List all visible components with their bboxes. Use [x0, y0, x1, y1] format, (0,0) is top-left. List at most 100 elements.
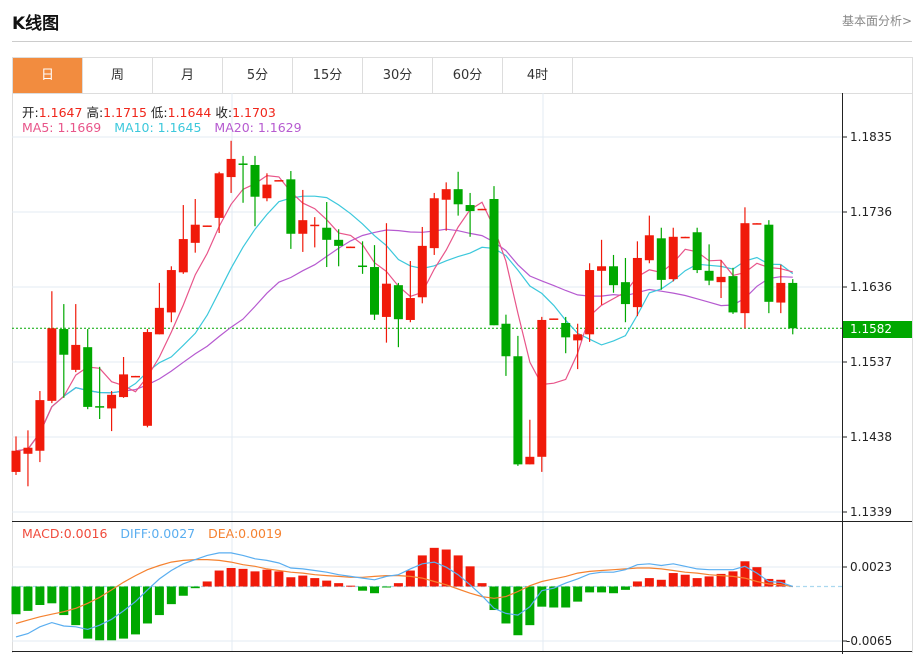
tab-5min[interactable]: 5分	[223, 58, 293, 93]
macd-bar	[119, 586, 129, 639]
macd-bar	[597, 586, 607, 593]
price-tick-label: 1.1537	[850, 355, 892, 369]
candle-up	[202, 225, 212, 227]
price-tick-label: 1.1736	[850, 205, 892, 219]
candle-down	[95, 406, 105, 408]
candle-up	[405, 298, 415, 320]
candle-down	[764, 224, 774, 302]
macd-tick-label: 0.0023	[850, 560, 892, 574]
macd-bar	[585, 586, 595, 593]
macd-bar	[226, 568, 236, 587]
ma-info: MA5: 1.1669 MA10: 1.1645 MA20: 1.1629	[22, 120, 302, 135]
macd-bar	[11, 586, 21, 615]
candle-up	[154, 307, 164, 335]
candle-up	[477, 208, 487, 211]
macd-bar	[131, 586, 140, 635]
ma5-label: MA5:	[22, 120, 54, 135]
page-title: K线图	[12, 14, 60, 34]
tab-4hour[interactable]: 4时	[503, 58, 573, 93]
macd-bar	[298, 575, 308, 587]
macd-bar	[178, 586, 188, 596]
macd-bar	[238, 568, 248, 587]
candle-up	[142, 332, 152, 426]
macd-bar	[334, 583, 344, 587]
candle-up	[274, 180, 284, 182]
candle-down	[286, 179, 296, 234]
tab-15min[interactable]: 15分	[293, 58, 363, 93]
candle-up	[190, 224, 200, 243]
candle-up	[298, 220, 308, 234]
candle-up	[346, 246, 356, 249]
candle-up	[131, 375, 140, 378]
macd-bar	[465, 566, 475, 587]
macd-bar	[644, 578, 654, 587]
macd-bar	[680, 574, 690, 587]
candle-up	[441, 189, 451, 200]
candle-down	[501, 323, 511, 357]
candle-up	[381, 283, 391, 317]
low-value: 1.1644	[167, 105, 212, 120]
fundamental-analysis-link[interactable]: 基本面分析>	[841, 14, 912, 28]
macd-bar	[166, 586, 176, 605]
candle-up	[776, 282, 786, 303]
candle-up	[71, 344, 81, 370]
candle-down	[59, 329, 69, 355]
ma5-value: 1.1669	[57, 120, 102, 135]
candle-up	[23, 447, 33, 454]
macd-bar	[393, 583, 403, 587]
macd-bar	[477, 583, 487, 587]
price-tick-label: 1.1339	[850, 505, 892, 519]
macd-bar	[609, 586, 618, 594]
candle-up	[597, 266, 607, 271]
candle-up	[310, 224, 320, 227]
candle-down	[453, 189, 463, 205]
price-tick-label: 1.1438	[850, 430, 892, 444]
candle-up	[537, 319, 547, 457]
macd-bar	[154, 586, 164, 616]
candle-down	[656, 238, 666, 280]
tab-30min[interactable]: 30分	[363, 58, 433, 93]
macd-bar	[95, 586, 105, 641]
candle-up	[716, 276, 726, 283]
candle-down	[238, 163, 248, 165]
macd-bar	[322, 580, 332, 587]
candle-down	[465, 205, 475, 212]
kline-chart-area[interactable]	[12, 93, 913, 653]
candle-down	[513, 356, 523, 465]
macd-info: MACD:0.0016 DIFF:0.0027 DEA:0.0019	[22, 526, 282, 541]
macd-bar	[47, 586, 57, 604]
diff-line	[15, 552, 793, 638]
candle-up	[525, 456, 535, 465]
candle-down	[609, 266, 618, 286]
macd-bar	[274, 571, 284, 587]
dea-line	[15, 558, 793, 625]
macd-tick-label: -0.0065	[846, 634, 893, 648]
candle-up	[429, 198, 439, 249]
candle-up	[644, 235, 654, 261]
macd-bar	[620, 586, 630, 590]
macd-bar	[381, 586, 391, 588]
ma10-label: MA10:	[114, 120, 154, 135]
candle-up	[11, 450, 21, 472]
diff-label: DIFF:	[120, 526, 152, 541]
dea-value: 0.0019	[238, 526, 282, 541]
macd-bar	[561, 586, 571, 608]
tab-month[interactable]: 月	[153, 58, 223, 93]
period-tabs: 日 周 月 5分 15分 30分 60分 4时	[12, 57, 913, 94]
macd-bar	[346, 585, 356, 587]
diff-value: 0.0027	[151, 526, 196, 541]
tab-day[interactable]: 日	[13, 58, 83, 93]
tab-60min[interactable]: 60分	[433, 58, 503, 93]
candle-down	[728, 276, 738, 313]
macd-value: 0.0016	[63, 526, 108, 541]
macd-bar	[83, 586, 93, 639]
current-price-tag: 1.1582	[843, 321, 912, 338]
macd-bar	[704, 576, 714, 587]
macd-bar	[214, 570, 224, 587]
macd-bar	[776, 579, 786, 587]
candle-up	[262, 184, 272, 199]
macd-bar	[740, 561, 750, 587]
tab-week[interactable]: 周	[83, 58, 153, 93]
ma10-value: 1.1645	[157, 120, 202, 135]
